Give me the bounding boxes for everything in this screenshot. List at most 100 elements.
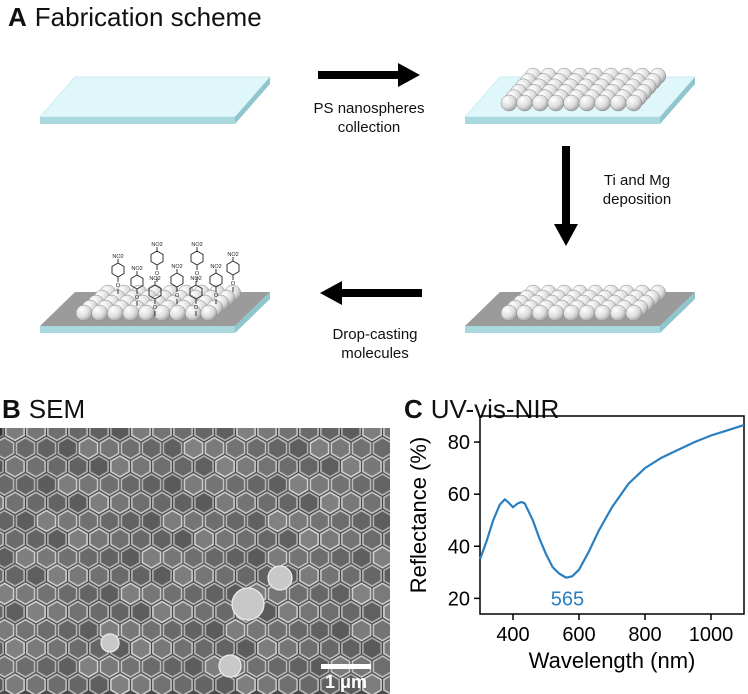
- nanosphere-cell: [204, 582, 225, 606]
- nanosphere-cell: [131, 564, 151, 588]
- nanosphere-cell: [0, 436, 15, 460]
- step2-label: Ti and Mg deposition: [582, 171, 692, 209]
- nanosphere-cell: [120, 655, 141, 679]
- nanosphere-cell: [288, 545, 309, 569]
- nanosphere-cell: [47, 673, 67, 694]
- nanosphere-cell: [383, 529, 390, 549]
- nanosphere-cell: [152, 454, 172, 478]
- oxygen-label: O: [175, 293, 180, 299]
- nanosphere: [625, 94, 643, 112]
- nanosphere-cell: [372, 509, 390, 533]
- x-tick-label: 600: [562, 624, 595, 646]
- nanosphere-cell: [152, 428, 172, 442]
- nanosphere-cell: [5, 527, 25, 551]
- substrate-metal-coated: [465, 284, 695, 333]
- nanosphere-cell: [36, 473, 57, 497]
- nanosphere-cell: [131, 600, 151, 624]
- nanosphere-cell: [120, 582, 141, 606]
- oxygen-label: O: [194, 305, 199, 311]
- nanosphere-cell: [110, 428, 130, 442]
- nanosphere-cell: [0, 473, 15, 497]
- nanosphere-cell: [309, 545, 330, 569]
- nanosphere-cell: [131, 428, 151, 442]
- nanosphere-cell: [236, 491, 256, 515]
- x-tick-label: 1000: [689, 624, 734, 646]
- y-tick-label: 40: [448, 536, 470, 558]
- nanosphere-cell: [68, 600, 88, 624]
- nanosphere-cell: [299, 428, 319, 442]
- nanosphere-cell: [162, 473, 183, 497]
- nanosphere-cell: [372, 545, 390, 569]
- nanosphere-cell: [215, 527, 235, 551]
- nanosphere-cell: [330, 436, 351, 460]
- nanosphere-cell: [68, 428, 88, 442]
- x-tick-label: 800: [628, 624, 661, 646]
- nanosphere-cell: [173, 564, 193, 588]
- nanosphere-cell: [341, 491, 361, 515]
- nanosphere-cell: [173, 636, 193, 660]
- nanosphere: [531, 304, 549, 322]
- nanosphere-cell: [341, 527, 361, 551]
- nanosphere-cell: [141, 436, 162, 460]
- nanosphere-cell: [288, 509, 309, 533]
- y-tick-label: 60: [448, 484, 470, 506]
- nanosphere-cell: [246, 473, 267, 497]
- nanosphere-cell: [225, 436, 246, 460]
- nanosphere-cell: [383, 565, 390, 586]
- nanosphere-cell: [362, 454, 382, 478]
- nanosphere-cell: [362, 600, 382, 624]
- nanosphere-cell: [246, 545, 267, 569]
- nanosphere-cell: [78, 473, 99, 497]
- nanosphere-cell: [341, 673, 361, 694]
- nanosphere-cell: [15, 655, 36, 679]
- nanosphere-cell: [0, 531, 4, 548]
- y-axis-label: Reflectance (%): [406, 437, 431, 594]
- nanosphere-cell: [99, 473, 120, 497]
- nanosphere-cell: [183, 545, 204, 569]
- nitrophenyl-molecule: NO2 O: [111, 254, 125, 294]
- nanosphere-cell: [152, 636, 172, 660]
- y-tick-label: 80: [448, 432, 470, 454]
- nanosphere-cell: [309, 509, 330, 533]
- step2-line2: deposition: [602, 191, 672, 208]
- nanosphere-cell: [362, 491, 382, 515]
- nanosphere-cell: [236, 454, 256, 478]
- nanosphere-cell: [225, 473, 246, 497]
- nanosphere-cell: [26, 527, 46, 551]
- nanosphere-cell: [47, 491, 67, 515]
- plot-frame: [479, 415, 745, 615]
- nanosphere-cell: [120, 473, 141, 497]
- minimum-annotation: 565: [551, 588, 584, 610]
- nanosphere-cell: [57, 655, 78, 679]
- nanosphere-cell: [362, 636, 382, 660]
- nanosphere: [594, 304, 611, 322]
- nanosphere-cell: [299, 600, 319, 624]
- nanosphere-cell: [183, 582, 204, 606]
- nanosphere-cell: [183, 436, 204, 460]
- nanosphere-cell: [120, 545, 141, 569]
- nanosphere: [122, 304, 140, 322]
- nanosphere-cell: [267, 436, 288, 460]
- nanosphere-cell: [162, 655, 183, 679]
- nanosphere-cell: [120, 436, 141, 460]
- nanosphere-cell: [152, 673, 172, 694]
- nanosphere: [106, 304, 124, 322]
- nanosphere-cell: [57, 473, 78, 497]
- panel-b-letter: B: [2, 394, 21, 424]
- nanosphere-cell: [309, 436, 330, 460]
- nanosphere-cell: [257, 636, 277, 660]
- nanosphere-cell: [110, 600, 130, 624]
- arrow-down: [554, 146, 578, 246]
- nanosphere-cell: [267, 473, 288, 497]
- nanosphere-cell: [120, 509, 141, 533]
- step1-line1: PS nanospheres: [313, 100, 425, 117]
- oxygen-label: O: [231, 281, 236, 287]
- nitrophenyl-molecule: NO2 O: [170, 264, 184, 304]
- nanosphere-cell: [89, 600, 109, 624]
- nanosphere-cell: [15, 436, 36, 460]
- step1-line2: collection: [337, 119, 401, 136]
- nanosphere-cell: [236, 527, 256, 551]
- nanosphere-cell: [372, 618, 390, 642]
- scale-bar-label: 1 μm: [325, 672, 367, 692]
- nanosphere-cell: [78, 509, 99, 533]
